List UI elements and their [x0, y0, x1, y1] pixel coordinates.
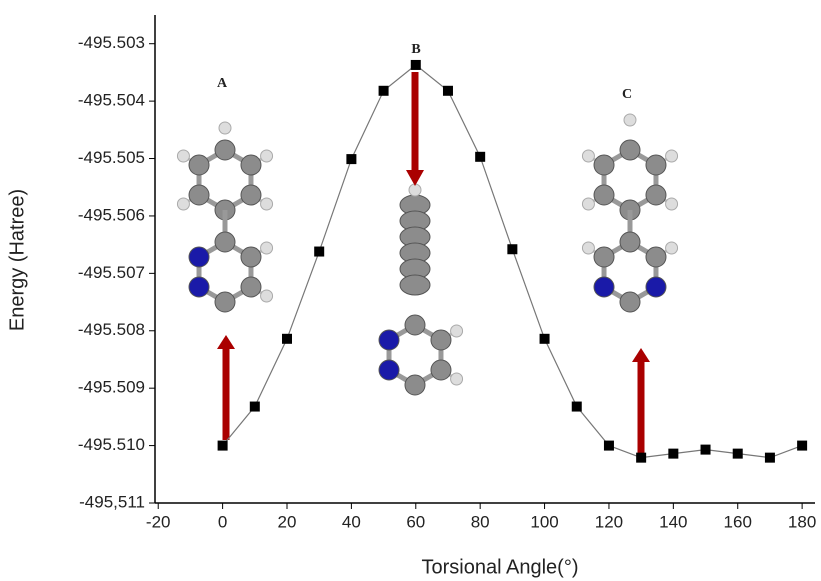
atom — [646, 185, 666, 205]
x-tick-label: 80 — [471, 512, 490, 531]
point — [379, 86, 389, 96]
y-axis-title: Energy (Hatree) — [6, 189, 28, 331]
atom — [400, 275, 430, 295]
point — [668, 449, 678, 459]
y-tick-label: -495.505 — [78, 148, 145, 167]
point — [346, 154, 356, 164]
atom — [594, 247, 614, 267]
x-tick-label: 180 — [788, 512, 816, 531]
point — [507, 244, 517, 254]
annotation: C — [622, 87, 632, 102]
atom — [594, 185, 614, 205]
y-tick-label: -495.503 — [78, 33, 145, 52]
h-atom — [582, 242, 594, 254]
annotation: B — [411, 42, 420, 57]
h-atom — [451, 325, 463, 337]
h-atom — [261, 198, 273, 210]
atom — [620, 232, 640, 252]
atom — [241, 247, 261, 267]
point — [540, 334, 550, 344]
h-atom — [261, 290, 273, 302]
atom — [594, 155, 614, 175]
y-tick-label: -495.509 — [78, 378, 145, 397]
point — [411, 60, 421, 70]
h-atom — [666, 242, 678, 254]
point — [314, 247, 324, 257]
series-line — [223, 65, 803, 458]
atom — [594, 277, 614, 297]
atom — [241, 155, 261, 175]
point — [701, 445, 711, 455]
h-atom — [261, 242, 273, 254]
atom — [431, 330, 451, 350]
atom — [189, 185, 209, 205]
atom — [379, 330, 399, 350]
x-tick-label: 140 — [659, 512, 687, 531]
atom — [189, 155, 209, 175]
y-tick-label: -495.506 — [78, 205, 145, 224]
atom — [379, 360, 399, 380]
h-atom — [177, 150, 189, 162]
y-tick-label: -495.504 — [78, 91, 145, 110]
x-tick-label: 120 — [595, 512, 623, 531]
h-atom — [451, 373, 463, 385]
x-tick-label: 40 — [342, 512, 361, 531]
point — [604, 441, 614, 451]
h-atom — [666, 198, 678, 210]
point — [250, 402, 260, 412]
point — [636, 453, 646, 463]
atom — [241, 277, 261, 297]
h-atom — [624, 114, 636, 126]
arrow-head — [632, 348, 650, 362]
atom — [241, 185, 261, 205]
x-axis-title: Torsional Angle(°) — [422, 556, 579, 578]
chart: Energy (Hatree) Torsional Angle(°) A B C… — [0, 0, 821, 581]
y-tick-label: -495.507 — [78, 263, 145, 282]
y-tick-label: -495,511 — [79, 492, 145, 511]
atom — [215, 140, 235, 160]
atom — [646, 247, 666, 267]
x-tick-label: 0 — [218, 512, 227, 531]
point — [765, 453, 775, 463]
h-atom — [261, 150, 273, 162]
atom — [405, 375, 425, 395]
point — [282, 334, 292, 344]
point — [572, 402, 582, 412]
x-tick-label: 100 — [530, 512, 558, 531]
point — [475, 152, 485, 162]
atom — [215, 232, 235, 252]
atom — [620, 140, 640, 160]
atom — [431, 360, 451, 380]
x-tick-label: 160 — [724, 512, 752, 531]
y-tick-label: -495.510 — [78, 435, 145, 454]
arrow-head — [406, 170, 424, 186]
atom — [620, 292, 640, 312]
atom — [215, 292, 235, 312]
atom — [646, 155, 666, 175]
point — [733, 449, 743, 459]
x-tick-label: 60 — [406, 512, 425, 531]
h-atom — [582, 198, 594, 210]
arrow-head — [217, 335, 235, 349]
annotation: A — [217, 76, 228, 91]
point — [797, 441, 807, 451]
point — [443, 86, 453, 96]
x-tick-label: -20 — [146, 512, 171, 531]
molecules — [177, 72, 677, 455]
x-tick-label: 20 — [278, 512, 297, 531]
y-tick-label: -495.508 — [78, 320, 145, 339]
h-atom — [219, 122, 231, 134]
atom — [189, 277, 209, 297]
atom — [646, 277, 666, 297]
point — [218, 441, 228, 451]
h-atom — [177, 198, 189, 210]
h-atom — [582, 150, 594, 162]
atom — [189, 247, 209, 267]
atom — [405, 315, 425, 335]
h-atom — [666, 150, 678, 162]
